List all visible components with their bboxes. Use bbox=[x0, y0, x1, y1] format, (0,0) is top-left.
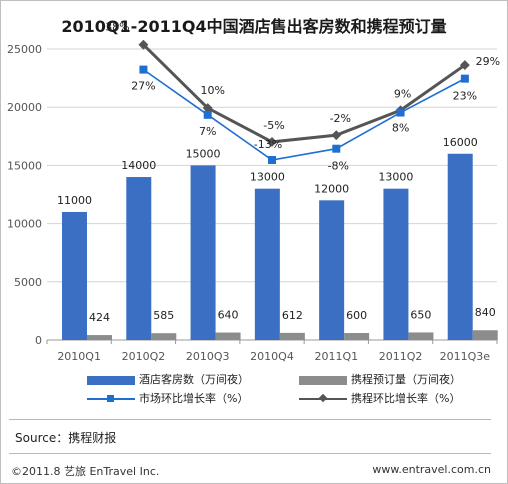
bar-ctrip-bookings bbox=[472, 330, 498, 340]
ctrip-qoq-marker bbox=[202, 103, 213, 113]
bar-hotel-rooms bbox=[254, 188, 280, 340]
market-qoq-label: 8% bbox=[392, 122, 409, 135]
ctrip-qoq-label: 10% bbox=[200, 84, 224, 97]
bar-hotel-rooms bbox=[190, 165, 216, 340]
footer-website: www.entravel.com.cn bbox=[372, 463, 491, 476]
legend-swatch-ctrip-bookings bbox=[299, 376, 347, 385]
bar-hotel-rooms bbox=[383, 188, 409, 340]
legend-marker-diamond-icon bbox=[318, 393, 328, 403]
bar-ctrip-bookings bbox=[215, 332, 241, 340]
market-qoq-label: 27% bbox=[131, 80, 155, 93]
ctrip-qoq-marker bbox=[331, 130, 342, 141]
x-tick-label: 2010Q2 bbox=[122, 350, 166, 363]
bar-hotel-rooms bbox=[447, 153, 473, 340]
market-qoq-marker bbox=[268, 156, 276, 164]
legend-swatch-hotel-rooms bbox=[87, 376, 135, 385]
bar-ctrip-bookings bbox=[344, 333, 370, 340]
chart-title: 2010Q1-2011Q4中国酒店售出客房数和携程预订量 bbox=[61, 17, 447, 36]
bar-label-ctrip-bookings: 640 bbox=[218, 309, 239, 322]
x-tick-label: 2010Q4 bbox=[250, 350, 294, 363]
x-tick-label: 2011Q3e bbox=[440, 350, 491, 363]
bar-ctrip-bookings bbox=[87, 335, 112, 340]
bar-label-hotel-rooms: 13000 bbox=[250, 171, 285, 184]
y-tick-label: 0 bbox=[35, 334, 42, 347]
bar-label-ctrip-bookings: 424 bbox=[89, 311, 110, 324]
market-qoq-label: 23% bbox=[453, 90, 477, 103]
bar-label-ctrip-bookings: 585 bbox=[153, 309, 174, 322]
footer-copyright: ©2011.8 艺旅 EnTravel Inc. bbox=[11, 465, 160, 478]
legend-label-ctrip-qoq: 携程环比增长率（%） bbox=[351, 392, 461, 405]
market-qoq-marker bbox=[396, 108, 405, 117]
market-qoq-marker bbox=[332, 144, 341, 153]
bar-label-ctrip-bookings: 612 bbox=[282, 309, 303, 322]
bar-label-hotel-rooms: 16000 bbox=[443, 136, 478, 149]
chart-plot: 0 5000 10000 15000 20000 25000 2010Q1 2010Q2 201… bbox=[7, 21, 500, 363]
market-qoq-marker bbox=[460, 74, 469, 83]
bar-label-hotel-rooms: 11000 bbox=[57, 194, 92, 207]
ctrip-qoq-line bbox=[142, 43, 466, 144]
ctrip-qoq-marker bbox=[138, 39, 149, 50]
axes: 0 5000 10000 15000 20000 25000 2010Q1 2010Q2 201… bbox=[7, 43, 498, 363]
x-tick-label: 2011Q1 bbox=[314, 350, 358, 363]
ctrip-qoq-label: 9% bbox=[394, 87, 411, 100]
ctrip-qoq-label: -2% bbox=[330, 112, 351, 125]
bar-label-ctrip-bookings: 840 bbox=[475, 306, 496, 319]
bar-label-ctrip-bookings: 600 bbox=[346, 309, 367, 322]
source-note: Source：携程财报 bbox=[15, 431, 117, 445]
market-qoq-line bbox=[142, 68, 466, 161]
bar-label-hotel-rooms: 15000 bbox=[186, 147, 221, 160]
bar-hotel-rooms bbox=[126, 177, 152, 340]
market-qoq-marker bbox=[203, 110, 212, 119]
growth-lines bbox=[138, 39, 470, 164]
bar-ctrip-bookings bbox=[151, 333, 177, 340]
bar-hotel-rooms bbox=[62, 211, 87, 340]
y-tick-label: 25000 bbox=[7, 43, 42, 56]
market-qoq-label: 7% bbox=[199, 125, 216, 138]
market-qoq-marker bbox=[139, 65, 148, 74]
market-qoq-label: -8% bbox=[328, 160, 349, 173]
x-tick-label: 2010Q1 bbox=[57, 350, 101, 363]
bar-label-hotel-rooms: 12000 bbox=[314, 182, 349, 195]
ctrip-qoq-label: 38% bbox=[105, 21, 129, 34]
bar-hotel-rooms bbox=[319, 200, 345, 340]
legend-label-hotel-rooms: 酒店客房数（万间夜） bbox=[139, 373, 249, 386]
legend-label-ctrip-bookings: 携程预订量（万间夜） bbox=[351, 373, 461, 386]
bar-label-hotel-rooms: 14000 bbox=[121, 159, 156, 172]
y-tick-label: 15000 bbox=[7, 159, 42, 172]
bar-label-ctrip-bookings: 650 bbox=[410, 308, 431, 321]
divider-bottom bbox=[9, 453, 491, 454]
data-labels: 11000 424 14000 585 15000 640 13000 612 12000 600… bbox=[57, 21, 500, 324]
bar-ctrip-bookings bbox=[408, 332, 434, 340]
market-qoq-label: -13% bbox=[254, 138, 282, 151]
ctrip-qoq-label: 29% bbox=[476, 55, 500, 68]
x-tick-label: 2010Q3 bbox=[186, 350, 230, 363]
divider-top bbox=[9, 419, 491, 420]
ctrip-qoq-label: -5% bbox=[263, 119, 284, 132]
bar-ctrip-bookings bbox=[279, 332, 305, 340]
y-tick-label: 20000 bbox=[7, 101, 42, 114]
bars bbox=[62, 153, 498, 340]
ctrip-qoq-marker bbox=[267, 136, 277, 147]
x-tick-label: 2011Q2 bbox=[379, 350, 423, 363]
legend-marker-square-icon bbox=[107, 395, 114, 402]
y-tick-label: 5000 bbox=[14, 276, 42, 289]
bar-label-hotel-rooms: 13000 bbox=[378, 171, 413, 184]
legend-label-market-qoq: 市场环比增长率（%） bbox=[139, 392, 249, 405]
y-tick-label: 10000 bbox=[7, 218, 42, 231]
